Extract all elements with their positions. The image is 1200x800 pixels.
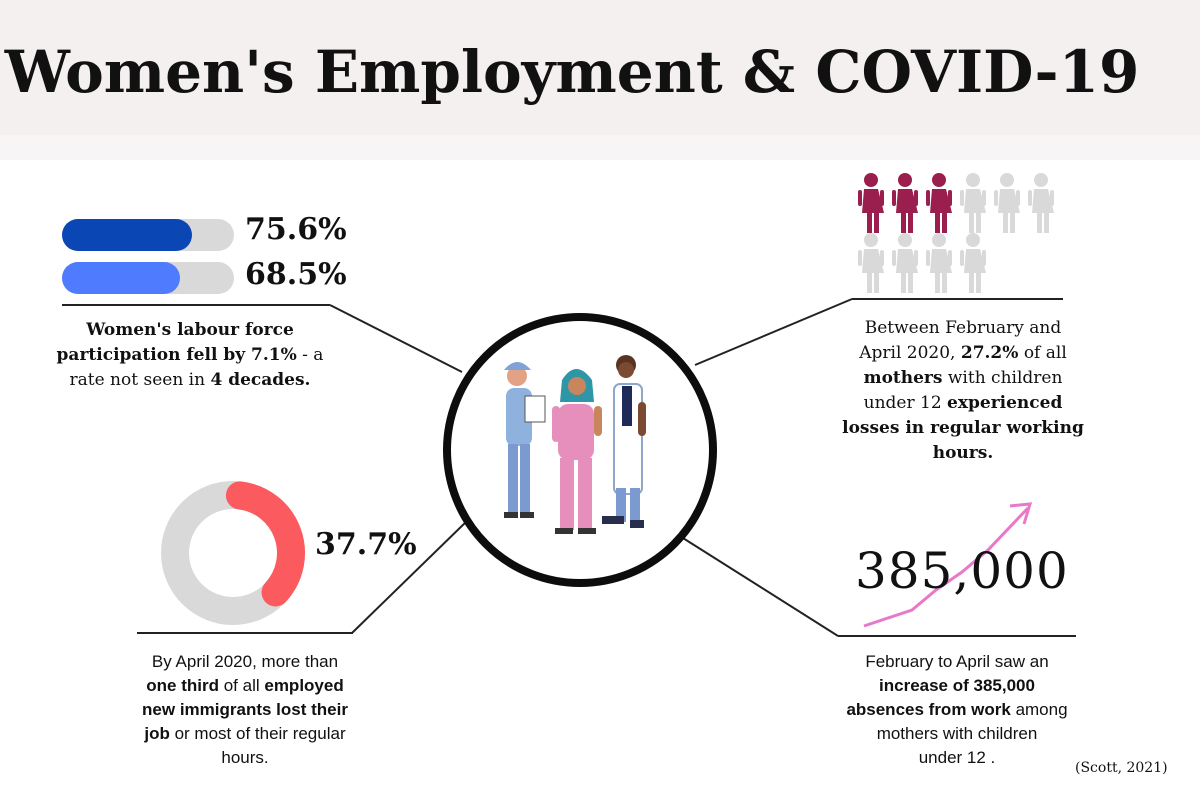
woman-icon bbox=[892, 233, 918, 293]
participation-bar-2-fill bbox=[62, 262, 180, 294]
trend-arrow-icon bbox=[863, 502, 1033, 628]
header-strip bbox=[0, 135, 1200, 160]
connector-top-left bbox=[329, 304, 463, 373]
doctor-figure-icon bbox=[602, 355, 646, 528]
donut-arc bbox=[225, 481, 305, 607]
woman-icon bbox=[858, 233, 884, 293]
immigrants-divider bbox=[137, 632, 353, 634]
woman-icon bbox=[858, 173, 884, 233]
participation-bar-2 bbox=[62, 262, 234, 294]
nurse-hijab-figure-icon bbox=[552, 369, 602, 534]
woman-icon bbox=[926, 233, 952, 293]
connector-bottom-left bbox=[351, 519, 469, 634]
immigrants-donut bbox=[161, 481, 305, 625]
woman-icon bbox=[892, 173, 918, 233]
woman-icon bbox=[926, 173, 952, 233]
nurse-figure-icon bbox=[504, 362, 546, 518]
mothers-divider bbox=[852, 298, 1063, 300]
participation-stat-2: 68.5% bbox=[245, 257, 347, 292]
citation: (Scott, 2021) bbox=[1075, 760, 1168, 776]
woman-icon bbox=[1028, 173, 1054, 233]
mothers-caption: Between February and April 2020, 27.2% o… bbox=[842, 318, 1084, 463]
header-band bbox=[0, 0, 1200, 135]
absences-number: 385,000 bbox=[855, 542, 1069, 600]
woman-icon bbox=[994, 173, 1020, 233]
mothers-pictogram bbox=[858, 173, 1054, 293]
participation-bar-1 bbox=[62, 219, 234, 251]
woman-icon bbox=[960, 173, 986, 233]
page-title: Women's Employment & COVID-19 bbox=[4, 38, 1140, 106]
immigrants-stat: 37.7% bbox=[315, 527, 417, 562]
center-illustration bbox=[443, 313, 717, 587]
connector-bottom-right bbox=[674, 532, 839, 637]
participation-stat-1: 75.6% bbox=[245, 212, 347, 247]
participation-caption: Women's labour force participation fell … bbox=[56, 320, 324, 390]
participation-divider bbox=[62, 304, 330, 306]
woman-icon bbox=[960, 233, 986, 293]
connector-top-right bbox=[694, 298, 853, 366]
absences-divider bbox=[838, 635, 1076, 637]
participation-bar-1-fill bbox=[62, 219, 193, 251]
absences-caption: February to April saw an increase of 385… bbox=[846, 652, 1068, 767]
immigrants-caption: By April 2020, more than one third of al… bbox=[142, 652, 348, 767]
